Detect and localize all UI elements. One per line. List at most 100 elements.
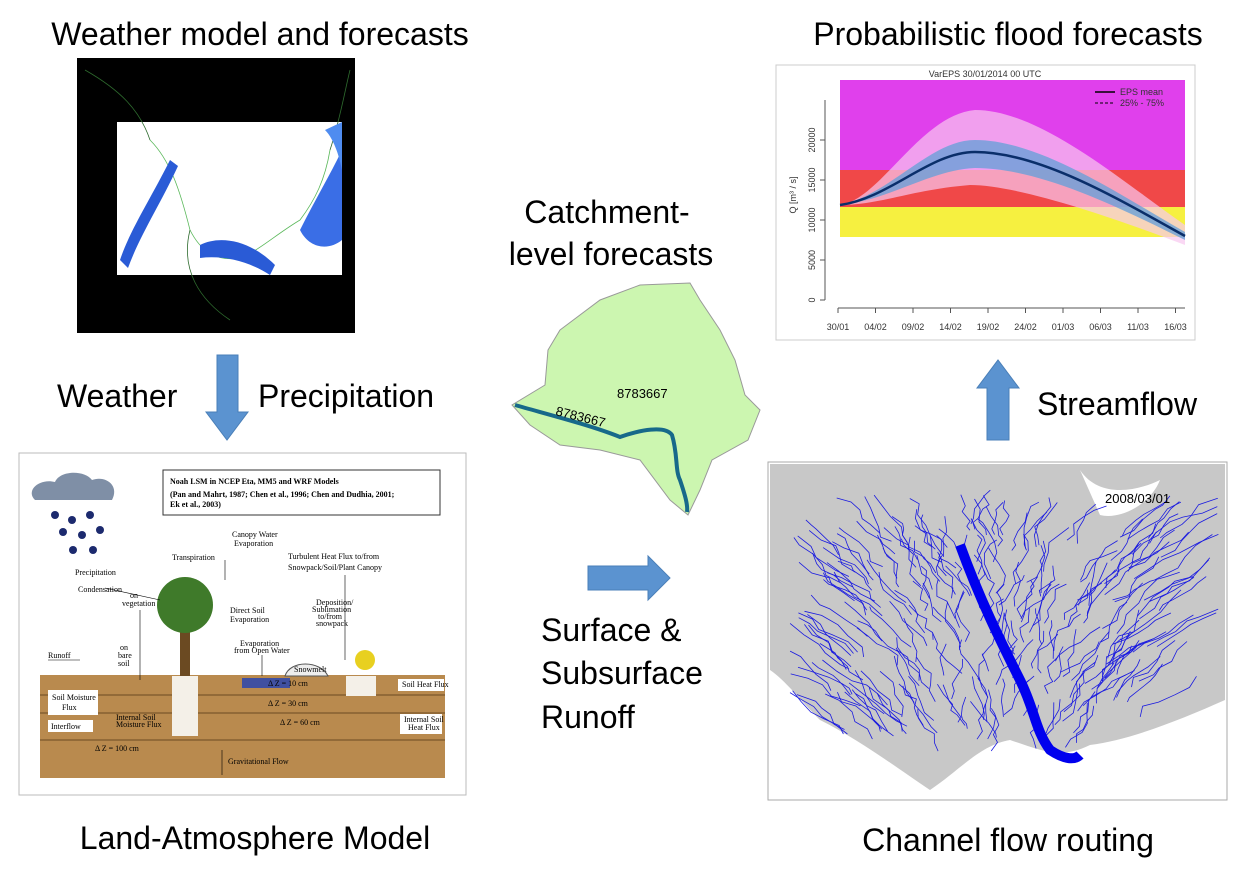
river-branch <box>1113 656 1161 701</box>
shape <box>51 511 59 519</box>
river-branch <box>909 498 933 547</box>
noah-label: Runoff <box>48 651 71 660</box>
river-branch <box>936 578 956 619</box>
river-branch <box>896 649 930 689</box>
river-branch <box>1146 608 1219 647</box>
land-model-label: Land-Atmosphere Model <box>80 820 430 856</box>
precipitation-label: Precipitation <box>258 378 434 414</box>
channel-routing-label: Channel flow routing <box>862 822 1154 858</box>
river-branch <box>1004 609 1014 660</box>
river-branch <box>902 685 924 726</box>
river-branch <box>1104 542 1142 584</box>
runoff-label: Runoff <box>541 699 635 735</box>
y-tick-label: 20000 <box>807 127 817 152</box>
river-branch <box>998 574 1025 606</box>
label-box <box>400 714 442 734</box>
x-tick-label: 24/02 <box>1014 322 1037 332</box>
catchment-label: Catchment- <box>524 194 689 230</box>
river-branch <box>972 495 990 530</box>
area-id: 8783667 <box>617 386 668 401</box>
noah-label: Precipitation <box>75 568 116 577</box>
x-tick-label: 30/01 <box>827 322 850 332</box>
river-branch <box>907 536 937 574</box>
river-branch <box>977 518 998 563</box>
river-branch <box>804 610 864 658</box>
river-branch <box>1073 691 1096 734</box>
river-branch <box>1114 556 1160 603</box>
river-branch <box>1054 683 1081 725</box>
river-branch <box>1127 529 1175 572</box>
x-tick-label: 09/02 <box>902 322 925 332</box>
interquartile-band <box>840 140 1185 240</box>
river-branch <box>1121 500 1168 537</box>
river-branch <box>1086 570 1120 617</box>
river-branch <box>812 552 854 588</box>
river-branch <box>990 708 1000 752</box>
river-branch <box>974 498 987 536</box>
noah-label: Interflow <box>51 722 81 731</box>
river-branch <box>1159 497 1218 539</box>
noah-label: Evaporation <box>234 539 273 548</box>
river-branch <box>1112 571 1180 601</box>
river-branch <box>903 617 918 662</box>
noah-citation: (Pan and Mahrt, 1987; Chen et al., 1996;… <box>170 490 395 499</box>
river-branch <box>822 547 869 585</box>
river-branch <box>1019 608 1030 643</box>
chart-title: VarEPS 30/01/2014 00 UTC <box>929 69 1042 79</box>
catchment-label: level forecasts <box>509 236 714 272</box>
river-branch <box>970 489 991 525</box>
river-branch <box>1044 583 1067 624</box>
river-branch <box>1067 589 1089 628</box>
river-branch <box>955 591 970 642</box>
river-branch <box>1156 612 1217 647</box>
river-branch <box>864 496 892 542</box>
x-tick-label: 06/03 <box>1089 322 1112 332</box>
river-branch <box>1053 613 1081 651</box>
river-branch <box>894 590 926 634</box>
river-branch <box>991 502 1004 535</box>
legend-entry: EPS mean <box>1120 87 1163 97</box>
river-branch <box>1012 533 1029 584</box>
noah-label: Turbulent Heat Flux to/from <box>288 552 380 561</box>
river-branch <box>1158 576 1207 611</box>
tree-trunk <box>180 620 190 680</box>
noah-label: Condensation <box>78 585 122 594</box>
river-branch <box>832 541 874 581</box>
shape <box>96 526 104 534</box>
river-branch <box>822 572 868 611</box>
river-branch <box>1101 638 1154 682</box>
river-branch <box>900 538 921 587</box>
legend-entry: 25% - 75% <box>1120 98 1164 108</box>
river-branch <box>1080 540 1118 583</box>
river-branch <box>1154 534 1213 581</box>
x-tick-label: 01/03 <box>1052 322 1075 332</box>
river-branch <box>1116 523 1157 572</box>
river-branch <box>976 703 986 740</box>
river-branch <box>1139 676 1197 717</box>
river-branch <box>1030 630 1045 669</box>
river-branch <box>1132 614 1194 653</box>
river-branch <box>912 580 929 611</box>
river-branch <box>844 601 883 642</box>
river-branch <box>1100 601 1128 643</box>
river-branch <box>868 687 907 734</box>
noah-label: Evaporation <box>230 615 269 624</box>
shape <box>86 511 94 519</box>
river-branch <box>808 530 856 573</box>
river-branch <box>1065 702 1088 748</box>
river-branch <box>1120 589 1182 641</box>
shape <box>89 546 97 554</box>
river-branch <box>942 684 962 723</box>
tree-crown <box>157 577 213 633</box>
streamflow-label: Streamflow <box>1037 386 1198 422</box>
river-branch <box>970 701 997 738</box>
river-branch <box>826 562 876 602</box>
weather-model-label: Weather model and forecasts <box>51 16 468 52</box>
river-branch <box>790 673 861 707</box>
river-branch <box>1116 659 1141 698</box>
river-branch <box>1160 513 1218 558</box>
shape <box>69 546 77 554</box>
arrow-right <box>587 554 671 602</box>
precip-band <box>300 150 342 247</box>
channel-map: 2008/03/01 <box>767 461 1228 801</box>
